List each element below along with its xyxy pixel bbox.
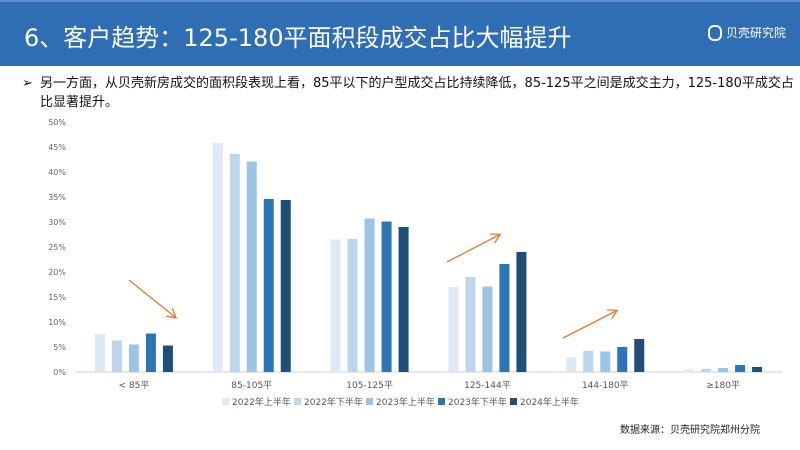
y-tick-label: 50%: [48, 118, 66, 127]
trend-arrow: [128, 279, 175, 317]
legend-swatch: [438, 398, 445, 405]
y-tick-label: 40%: [48, 168, 66, 177]
y-tick-label: 30%: [48, 218, 66, 227]
bar: [94, 334, 105, 372]
y-tick-label: 5%: [53, 343, 66, 352]
x-tick-label: ≥180平: [706, 380, 740, 391]
y-tick-label: 20%: [48, 268, 66, 277]
trend-arrow: [446, 235, 499, 263]
y-tick-label: 0%: [53, 368, 66, 377]
bar: [246, 161, 257, 372]
y-tick-label: 10%: [48, 318, 66, 327]
bar: [735, 365, 746, 372]
bar-chart: 0% 5% 10% 15% 20% 25% 30% 35% 40% 45% 50% < 85平 85-1…: [48, 118, 782, 408]
bar: [448, 287, 459, 372]
bar: [499, 264, 510, 372]
legend-swatch: [294, 398, 301, 405]
summary-text: 另一方面，从贝壳新房成交的面积段表现上看，85平以下的户型成交占比持续降低，85…: [40, 76, 794, 110]
bar: [701, 369, 712, 372]
bar: [718, 368, 729, 372]
bar: [111, 340, 122, 372]
logo-text: 贝壳研究院: [725, 26, 786, 40]
x-tick-label: < 85平: [118, 380, 149, 391]
y-tick-label: 25%: [48, 243, 66, 252]
bar: [617, 347, 628, 372]
legend-label: 2023年下半年: [448, 396, 507, 408]
y-tick-label: 45%: [48, 143, 66, 152]
x-tick-label: 144-180平: [582, 380, 629, 391]
bar: [212, 143, 223, 372]
bar: [162, 345, 173, 372]
bar: [347, 239, 358, 372]
bar: [465, 277, 476, 372]
bar: [145, 333, 156, 372]
page-title: 6、客户趋势：125-180平面积段成交占比大幅提升: [24, 24, 572, 52]
legend-label: 2022年上半年: [232, 396, 291, 408]
bullet-arrow-icon: ➢: [22, 76, 33, 91]
bar: [516, 252, 527, 372]
legend-label: 2023年上半年: [376, 396, 435, 408]
x-tick-label: 85-105平: [231, 380, 272, 391]
legend-swatch: [510, 398, 517, 405]
legend-label: 2022年下半年: [304, 396, 363, 408]
logo: 贝壳研究院: [707, 24, 786, 41]
x-tick-label: 105-125平: [346, 380, 393, 391]
bar: [263, 199, 274, 372]
bar: [482, 286, 493, 372]
x-tick-label: 125-144平: [464, 380, 511, 391]
bar: [684, 369, 695, 372]
header-banner: 6、客户趋势：125-180平面积段成交占比大幅提升 贝壳研究院: [0, 0, 800, 66]
bar: [280, 200, 291, 372]
bar: [229, 154, 240, 372]
y-tick-label: 15%: [48, 293, 66, 302]
summary-bullet: ➢ 另一方面，从贝壳新房成交的面积段表现上看，85平以下的户型成交占比持续降低，…: [22, 74, 800, 112]
legend-swatch: [222, 398, 229, 405]
trend-arrow: [562, 311, 616, 339]
data-source: 数据来源：贝壳研究院郑州分院: [620, 425, 760, 436]
bar: [583, 351, 594, 372]
bar: [330, 239, 341, 372]
legend-label: 2024年上半年: [520, 396, 579, 408]
shell-logo-icon: [707, 24, 722, 41]
y-tick-label: 35%: [48, 193, 66, 202]
bar: [128, 344, 139, 372]
bar: [634, 339, 645, 372]
legend-swatch: [366, 398, 373, 405]
bar: [381, 221, 392, 372]
bar: [752, 367, 763, 372]
bar: [566, 357, 577, 372]
bar: [398, 227, 409, 372]
bar: [364, 218, 375, 372]
bar: [600, 351, 611, 372]
